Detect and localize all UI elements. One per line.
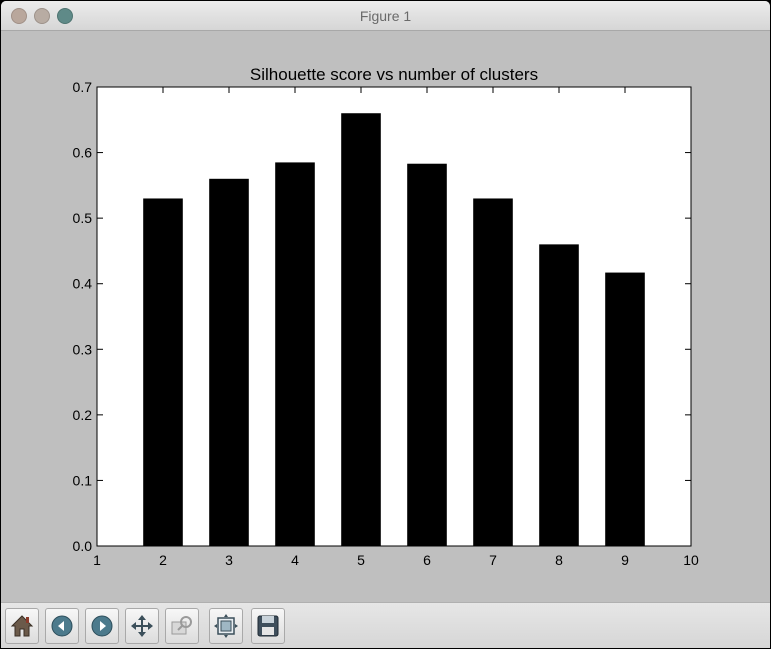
save-button[interactable] <box>251 608 285 644</box>
x-tick-label: 3 <box>225 552 233 568</box>
forward-button[interactable] <box>85 608 119 644</box>
y-tick-label: 0.7 <box>73 79 93 95</box>
bar-9 <box>605 272 645 546</box>
close-window-button[interactable] <box>11 8 27 24</box>
subplots-configure-icon <box>214 614 238 638</box>
y-tick-label: 0.3 <box>73 341 93 357</box>
subplots-button[interactable] <box>209 608 243 644</box>
bar-8 <box>539 244 579 546</box>
forward-arrow-icon <box>91 615 113 637</box>
plot-frame <box>96 86 692 547</box>
bar-6 <box>407 163 447 546</box>
x-tick-label: 8 <box>555 552 563 568</box>
pan-button[interactable] <box>125 608 159 644</box>
x-tick-label: 1 <box>93 552 101 568</box>
y-tick-label: 0.6 <box>73 145 93 161</box>
x-tick-label: 4 <box>291 552 299 568</box>
bar-chart: 1 2 3 4 5 6 7 8 9 10 0.0 0.1 0.2 0.3 0.4 0.5 0.6 0.7 Silh… <box>73 65 699 568</box>
bar-4 <box>275 162 315 546</box>
chart-title: Silhouette score vs number of clusters <box>250 65 538 84</box>
minimize-window-button[interactable] <box>34 8 50 24</box>
chart-area: 1 2 3 4 5 6 7 8 9 10 0.0 0.1 0.2 0.3 0.4 0.5 0.6 0.7 Silh… <box>1 31 770 602</box>
y-tick-label: 0.0 <box>73 538 93 554</box>
y-tick-label: 0.4 <box>73 276 93 292</box>
pan-move-icon <box>131 615 153 637</box>
plot-background <box>97 87 691 546</box>
home-button[interactable] <box>5 608 39 644</box>
bar-3 <box>209 178 249 547</box>
y-tick-label: 0.1 <box>73 472 93 488</box>
home-icon <box>10 615 34 637</box>
x-tick-label: 6 <box>423 552 431 568</box>
maximize-window-button[interactable] <box>57 8 73 24</box>
window-title: Figure 1 <box>359 8 412 24</box>
bar-7 <box>473 198 513 546</box>
title-bar: Figure 1 <box>1 1 770 31</box>
save-floppy-icon <box>257 615 279 637</box>
x-tick-label: 2 <box>159 552 167 568</box>
zoom-rect-icon <box>171 616 192 635</box>
y-tick-label: 0.2 <box>73 407 93 423</box>
bars-group <box>143 113 645 547</box>
back-arrow-icon <box>51 615 73 637</box>
y-tick-label: 0.5 <box>73 210 93 226</box>
x-tick-label: 7 <box>489 552 497 568</box>
bar-5 <box>341 113 381 546</box>
zoom-button[interactable] <box>165 608 199 644</box>
x-tick-label: 9 <box>621 552 629 568</box>
ticks-group: 1 2 3 4 5 6 7 8 9 10 0.0 0.1 0.2 0.3 0.4 0.5 0.6 0.7 <box>73 79 699 568</box>
x-tick-label: 5 <box>357 552 365 568</box>
bar-2 <box>143 198 183 546</box>
toolbar <box>1 602 770 648</box>
back-button[interactable] <box>45 608 79 644</box>
x-tick-label: 10 <box>683 552 699 568</box>
